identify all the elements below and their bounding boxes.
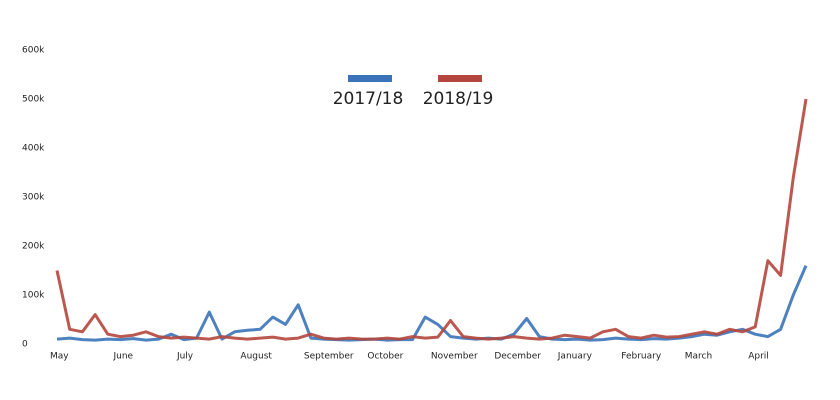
x-tick-label: October: [367, 352, 403, 362]
x-tick-label: November: [431, 352, 478, 362]
series-line: [56, 265, 808, 342]
y-tick-label: 400k: [22, 144, 45, 154]
x-tick-label: March: [685, 352, 712, 362]
x-tick-label: February: [621, 352, 662, 362]
y-tick-label: 0: [22, 340, 28, 350]
x-tick-label: May: [50, 352, 69, 362]
x-tick-label: June: [112, 352, 133, 362]
x-tick-label: April: [748, 352, 769, 362]
legend-swatch: [438, 75, 482, 82]
x-tick-label: September: [304, 352, 354, 362]
y-tick-label: 100k: [22, 291, 45, 301]
y-tick-label: 200k: [22, 242, 45, 252]
y-tick-label: 300k: [22, 193, 45, 203]
legend-label: 2018/19: [423, 89, 494, 109]
y-tick-label: 500k: [22, 95, 45, 105]
legend-swatch: [348, 75, 392, 82]
x-tick-label: August: [240, 352, 272, 362]
y-tick-label: 600k: [22, 46, 45, 56]
series-line: [55, 98, 808, 341]
x-tick-label: January: [557, 352, 593, 362]
x-tick-label: December: [494, 352, 541, 362]
legend-label: 2017/18: [333, 89, 404, 109]
x-tick-label: July: [176, 352, 194, 362]
